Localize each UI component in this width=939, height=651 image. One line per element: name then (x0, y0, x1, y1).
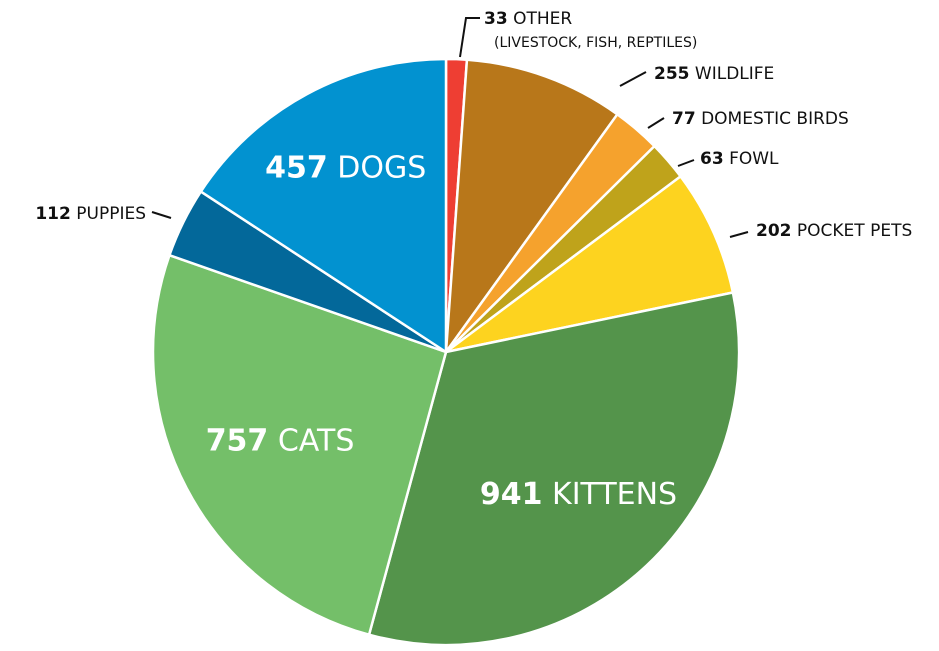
pie-label-name: WILDLIFE (690, 64, 775, 84)
pie-label-name: OTHER (508, 9, 573, 29)
leader-line-pocket-pets (729, 231, 749, 238)
leader-line-domestic-birds (647, 117, 665, 129)
pie-label-value: 112 (35, 204, 71, 224)
pie-slice-cats (151, 253, 448, 636)
pie-label-cats: 757 CATS (206, 423, 355, 458)
pie-slice-kittens (367, 291, 741, 647)
pie-label-value: 63 (700, 149, 724, 169)
pie-label-dogs: 457 DOGS (265, 150, 426, 185)
pie-slice-pocket-pets (444, 175, 735, 354)
pie-label-value: 202 (756, 221, 792, 241)
pie-label-name: DOMESTIC BIRDS (696, 109, 849, 129)
pie-label-fowl: 63 FOWL (700, 149, 779, 169)
pie-label-kittens: 941 KITTENS (480, 477, 677, 512)
pie-slice-dogs (199, 57, 448, 354)
pie-label-value: 33 (484, 9, 508, 29)
pie-label-domestic-birds: 77 DOMESTIC BIRDS (672, 109, 849, 129)
pie-label-name: PUPPIES (71, 204, 146, 224)
pie-sublabel-other: (LIVESTOCK, FISH, REPTILES) (494, 35, 697, 51)
pie-slice-wildlife (444, 58, 619, 354)
pie-labels: 33 OTHER (LIVESTOCK, FISH, REPTILES) 255 W… (35, 9, 912, 512)
pie-label-name: POCKET PETS (792, 221, 913, 241)
pie-label-name: CATS (268, 423, 354, 458)
pie-label-puppies: 112 PUPPIES (35, 204, 146, 224)
pie-label-value: 255 (654, 64, 690, 84)
pie-label-value: 457 (265, 150, 328, 185)
pie-label-other: 33 OTHER (484, 9, 572, 29)
leader-line-fowl (677, 159, 695, 167)
leader-line-wildlife (619, 71, 647, 87)
leader-line-puppies (151, 211, 172, 219)
pie-label-value: 77 (672, 109, 696, 129)
pie-label-pocket-pets: 202 POCKET PETS (756, 221, 912, 241)
pie-label-name: FOWL (724, 149, 779, 169)
leader-line-other (459, 17, 480, 58)
pie-label-name: KITTENS (542, 477, 677, 512)
pie-label-wildlife: 255 WILDLIFE (654, 64, 774, 84)
pie-label-name: DOGS (328, 150, 427, 185)
pie-slices (151, 57, 741, 647)
pie-label-value: 941 (480, 477, 543, 512)
pie-label-value: 757 (206, 423, 269, 458)
